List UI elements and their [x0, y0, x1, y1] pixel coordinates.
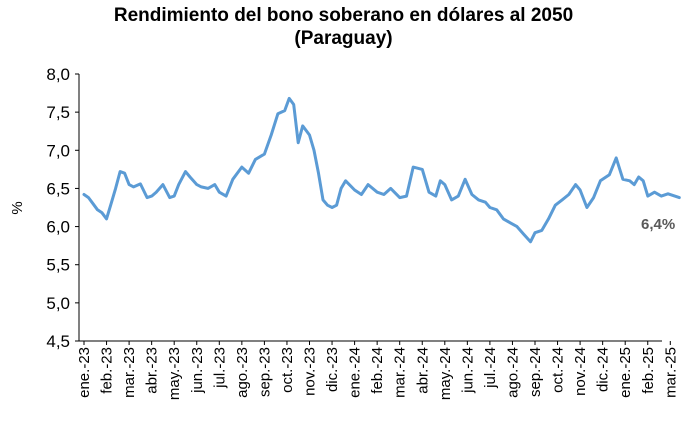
- y-tick-label: 7,5: [46, 103, 70, 122]
- x-tick-label: jun.-24: [459, 347, 476, 394]
- x-tick-label: ene.-25: [617, 347, 634, 398]
- x-tick-label: abr.-24: [414, 347, 431, 394]
- x-tick-label: feb.-25: [640, 347, 657, 394]
- x-tick-label: jun.-23: [189, 347, 206, 394]
- x-tick-label: nov.-24: [572, 347, 589, 396]
- x-tick-label: oct.-24: [550, 347, 567, 393]
- x-tick-label: jul.-24: [482, 347, 499, 389]
- y-tick-label: 7,0: [46, 141, 70, 160]
- chart-subtitle: (Paraguay): [294, 28, 393, 49]
- x-tick-label: may.-23: [166, 347, 183, 400]
- last-value-annotation: 6,4%: [641, 216, 675, 233]
- x-tick-label: abr.-23: [144, 347, 161, 394]
- y-tick-label: 6,0: [46, 218, 70, 237]
- x-tick-label: may.-24: [437, 347, 454, 400]
- x-tick-label: nov.-23: [302, 347, 319, 396]
- x-tick-label: feb.-24: [369, 347, 386, 394]
- x-tick-label: sep.-23: [256, 347, 273, 397]
- x-tick-label: mar.-25: [662, 347, 679, 398]
- series-line: [82, 96, 681, 244]
- chart-title-block: Rendimiento del bono soberano en dólares…: [0, 4, 687, 50]
- x-tick-label: ago.-23: [234, 347, 251, 398]
- y-tick-label: 8,0: [46, 65, 70, 84]
- x-tick-label: dic.-23: [324, 347, 341, 392]
- y-tick-label: 6,5: [46, 179, 70, 198]
- x-tick-label: mar.-24: [392, 347, 409, 398]
- x-tick-label: ene.-24: [347, 347, 364, 398]
- chart-title: Rendimiento del bono soberano en dólares…: [113, 5, 574, 26]
- x-tick-label: oct.-23: [279, 347, 296, 393]
- x-tick-label: mar.-23: [121, 347, 138, 398]
- x-tick-label: sep.-24: [527, 347, 544, 397]
- x-tick-label: dic.-24: [595, 347, 612, 392]
- x-tick-label: jul.-23: [211, 347, 228, 389]
- y-tick-label: 5,5: [46, 256, 70, 275]
- x-tick-label: ene.-23: [76, 347, 93, 398]
- y-tick-label: 5,0: [46, 294, 70, 313]
- y-axis-label: %: [9, 201, 26, 214]
- x-tick-label: ago.-24: [504, 347, 521, 398]
- y-tick-label: 4,5: [46, 332, 70, 351]
- x-tick-label: feb.-23: [99, 347, 116, 394]
